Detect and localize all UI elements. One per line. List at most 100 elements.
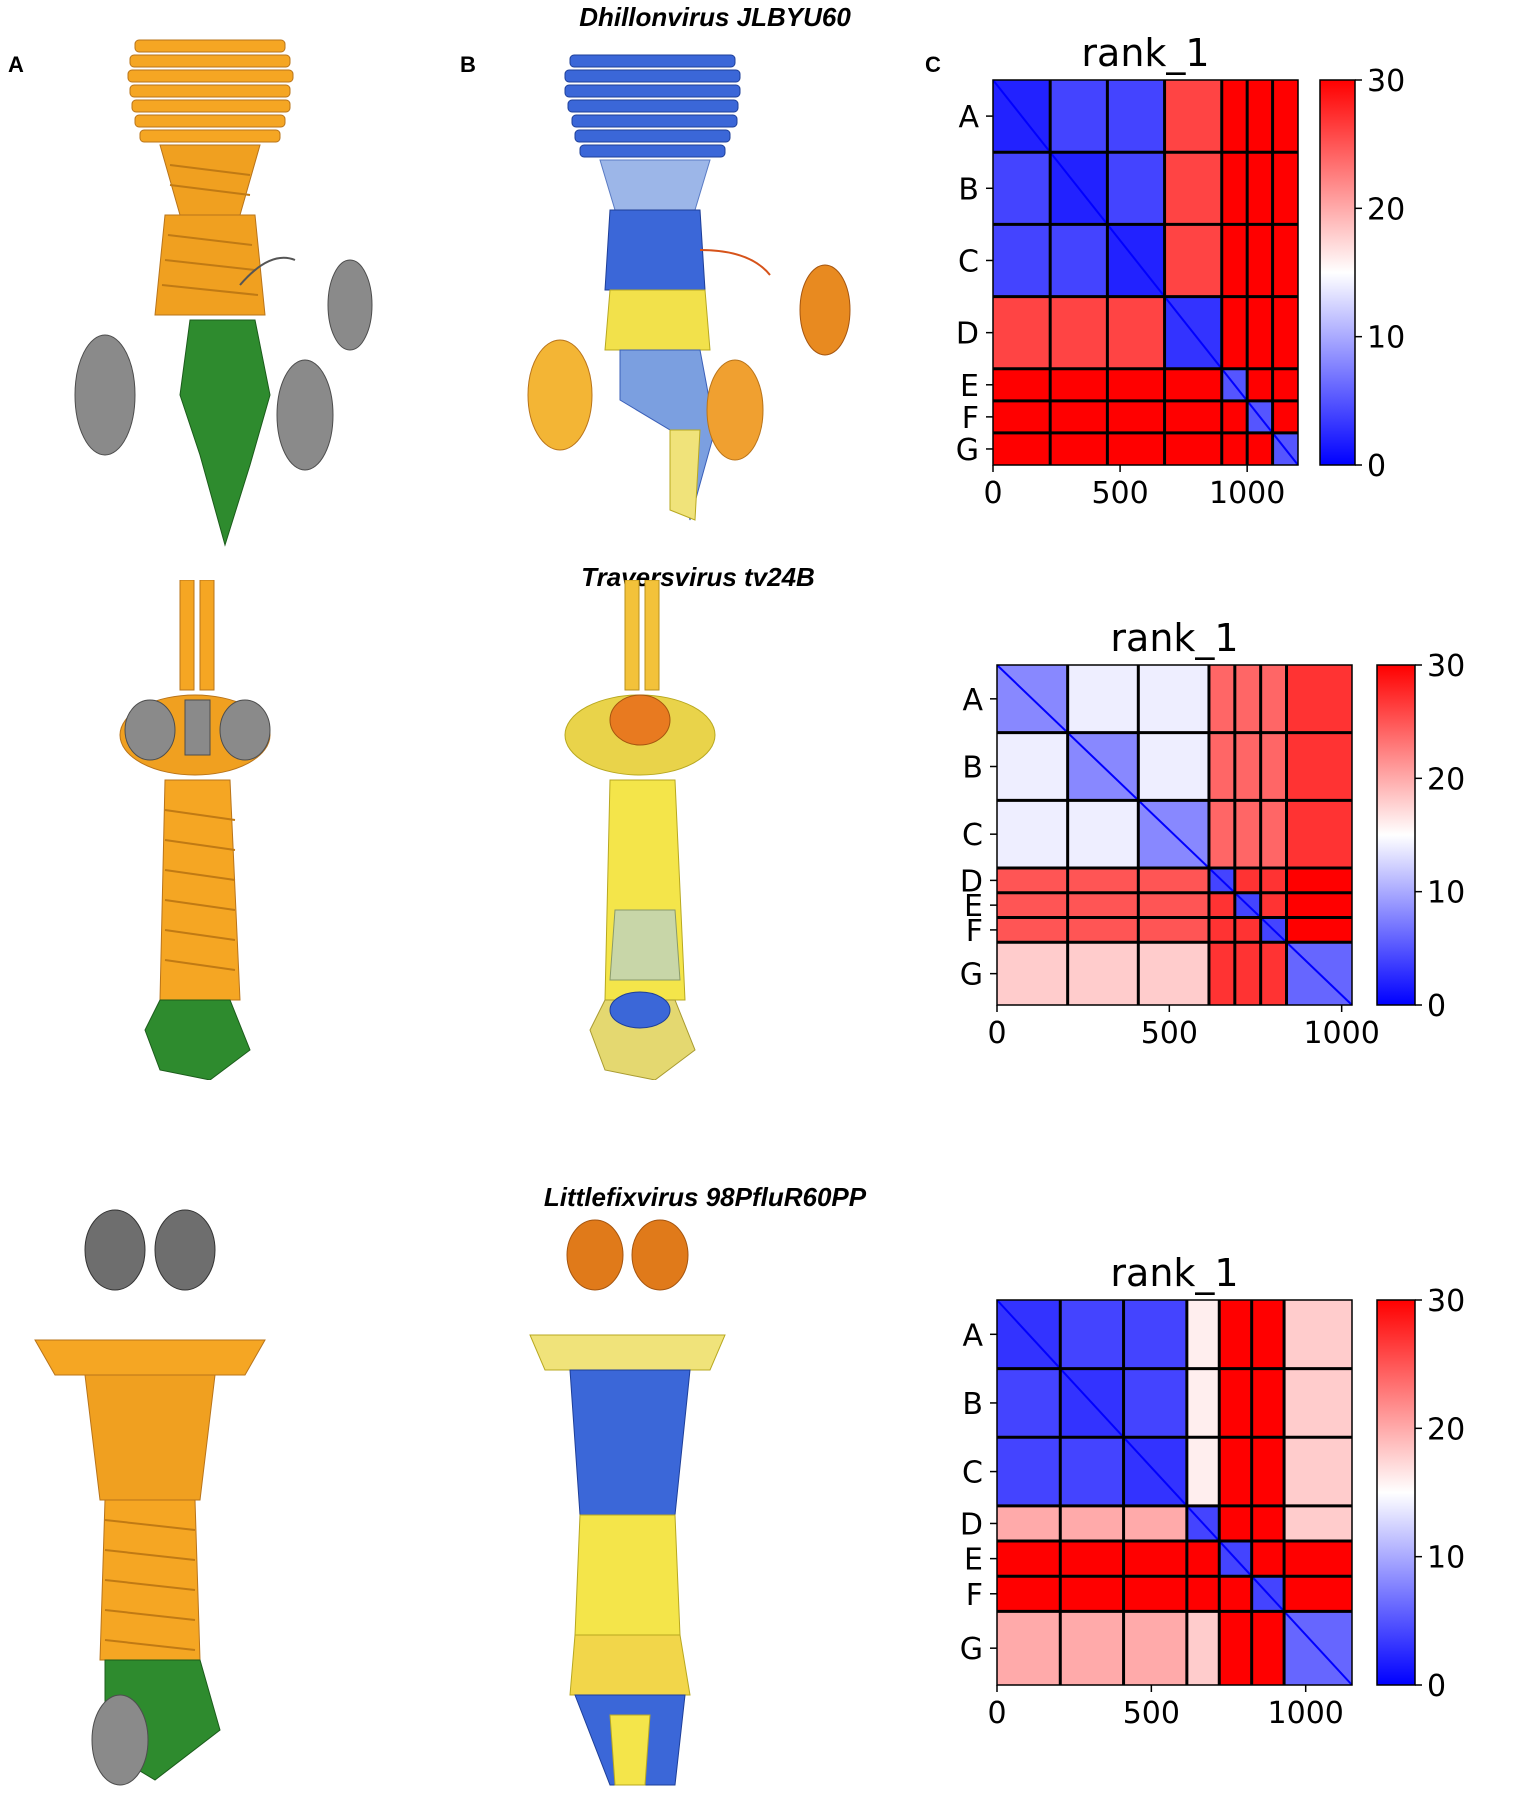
pae-block (1260, 892, 1287, 918)
pae-block (1260, 868, 1287, 893)
pae-block (1221, 296, 1248, 369)
plot-frame (992, 79, 1299, 466)
pae-block (1272, 368, 1298, 401)
colorbar-tick-label: 30 (1427, 649, 1465, 684)
pae-block (1123, 1576, 1187, 1612)
species-title-2: Traversvirus tv24B (581, 562, 815, 592)
pae-block (1272, 224, 1298, 297)
pae-block (1221, 432, 1248, 465)
pae-block (993, 224, 1051, 297)
structure-row2-plddt-colored (564, 580, 716, 1080)
pae-block (1138, 892, 1209, 918)
heatmap-title: rank_1 (1081, 31, 1209, 75)
pae-block (1060, 1300, 1124, 1369)
pae-block (1234, 868, 1261, 893)
x-tick-label: 500 (1123, 1696, 1180, 1731)
pae-block (1050, 224, 1108, 297)
pae-block (1284, 1541, 1352, 1577)
pae-diagonal (996, 1299, 1353, 1686)
structure-row2-chain-colored (119, 580, 271, 1080)
pae-block (1260, 942, 1287, 1005)
pae-block (1286, 892, 1352, 918)
structure-row1-chain-colored (74, 39, 373, 547)
pae-block (1219, 1437, 1252, 1506)
pae-block (1284, 1300, 1352, 1369)
pae-block (1286, 917, 1352, 943)
pae-block (1138, 942, 1209, 1005)
pae-block (1164, 368, 1222, 401)
colorbar-tick-label: 10 (1427, 876, 1465, 911)
plot-frame (996, 664, 1353, 1006)
plot-frame (996, 1299, 1353, 1686)
pae-block (1251, 1368, 1285, 1438)
pae-block (1260, 732, 1287, 801)
heatmap-title: rank_1 (1110, 616, 1238, 660)
x-tick-label: 500 (1091, 476, 1148, 511)
chain-label: B (962, 1387, 983, 1422)
pae-block (993, 296, 1051, 369)
pae-block (1107, 152, 1165, 225)
pae-block (1234, 942, 1261, 1005)
pae-block (1286, 665, 1352, 733)
colorbar-tick-label: 20 (1427, 762, 1465, 797)
pae-block (1260, 665, 1287, 733)
colorbar-tick-label: 10 (1427, 1541, 1465, 1576)
pae-block (1208, 800, 1235, 869)
chain-label: C (962, 1456, 983, 1491)
pae-block (1284, 1368, 1352, 1438)
pae-block (1221, 224, 1248, 297)
pae-block (1067, 868, 1139, 893)
panel-label-a: A (8, 52, 24, 77)
pae-block (997, 1541, 1061, 1577)
chain-label: G (956, 433, 979, 468)
pae-block (997, 1576, 1061, 1612)
pae-block (1286, 732, 1352, 801)
chain-label: F (962, 401, 979, 436)
pae-block (1107, 80, 1165, 153)
pae-block (1164, 152, 1222, 225)
pae-block (1247, 368, 1273, 401)
pae-block (1208, 665, 1235, 733)
pae-block (1123, 1611, 1187, 1685)
pae-block (1208, 892, 1235, 918)
pae-block (997, 1437, 1061, 1506)
pae-block (1272, 152, 1298, 225)
pae-block (1138, 917, 1209, 943)
pae-block (997, 942, 1068, 1005)
species-title-3: Littlefixvirus 98PfluR60PP (543, 1182, 867, 1212)
pae-block (1050, 296, 1108, 369)
pae-block (1221, 80, 1248, 153)
chain-label: C (958, 244, 979, 279)
pae-block (1234, 732, 1261, 801)
pae-block (1060, 1505, 1124, 1542)
pae-block (993, 368, 1051, 401)
pae-block (1284, 1576, 1352, 1612)
pae-block (1107, 400, 1165, 433)
pae-block (1251, 1541, 1285, 1577)
pae-block (1247, 296, 1273, 369)
pae-block (1107, 368, 1165, 401)
pae-block (1067, 892, 1139, 918)
pae-block (1123, 1541, 1187, 1577)
colorbar-tick-label: 0 (1427, 1669, 1446, 1704)
x-tick-label: 1000 (1268, 1696, 1344, 1731)
pae-block (1186, 1541, 1220, 1577)
colorbar-tick-label: 0 (1427, 989, 1446, 1024)
pae-block (1234, 917, 1261, 943)
pae-block (1247, 152, 1273, 225)
chain-label: E (964, 889, 983, 924)
pae-block (1107, 432, 1165, 465)
pae-block (997, 732, 1068, 801)
structure-row1-plddt-colored (527, 54, 851, 521)
pae-block (1284, 1437, 1352, 1506)
pae-block (997, 1368, 1061, 1438)
pae-block (1123, 1300, 1187, 1369)
pae-block (1123, 1505, 1187, 1542)
x-tick-label: 0 (987, 1016, 1006, 1051)
pae-block (1272, 296, 1298, 369)
pae-block (1219, 1576, 1252, 1612)
colorbar-tick-label: 10 (1367, 321, 1405, 356)
colorbar (1319, 79, 1356, 466)
